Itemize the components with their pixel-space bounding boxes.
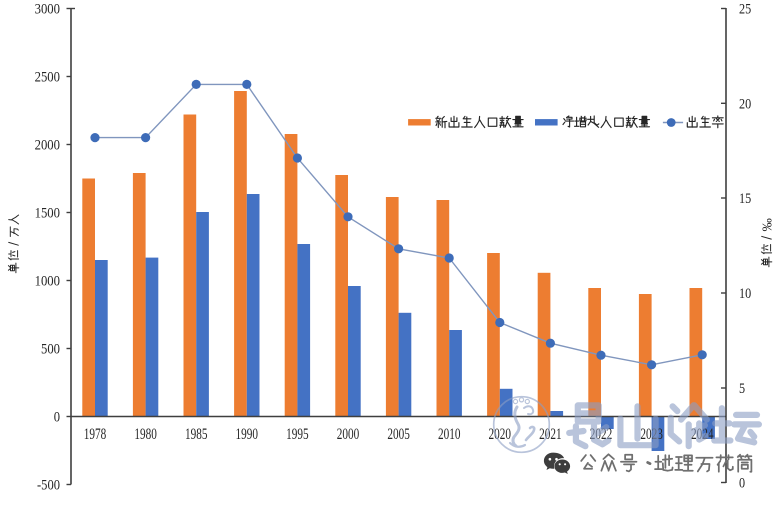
- svg-text:10: 10: [739, 286, 751, 302]
- svg-text:3000: 3000: [35, 2, 60, 18]
- svg-text:1985: 1985: [185, 426, 208, 443]
- svg-text:2010: 2010: [438, 426, 461, 443]
- svg-text:‰: ‰: [759, 218, 774, 231]
- svg-text:2021: 2021: [539, 426, 562, 443]
- svg-text:2000: 2000: [337, 426, 360, 443]
- svg-text:500: 500: [41, 342, 60, 358]
- svg-text:20: 20: [739, 97, 751, 113]
- svg-text:1000: 1000: [35, 274, 60, 290]
- svg-text:1990: 1990: [236, 426, 259, 443]
- svg-text:2005: 2005: [387, 426, 410, 443]
- svg-text:1978: 1978: [84, 426, 107, 443]
- svg-text:1995: 1995: [286, 426, 309, 443]
- svg-text:0: 0: [739, 476, 745, 492]
- svg-text:1500: 1500: [35, 206, 60, 222]
- svg-text:-500: -500: [37, 478, 60, 494]
- svg-text:25: 25: [739, 2, 751, 18]
- svg-text:2023: 2023: [640, 426, 663, 443]
- svg-text:2000: 2000: [35, 138, 60, 154]
- svg-text:2500: 2500: [35, 70, 60, 86]
- svg-text:15: 15: [739, 191, 751, 207]
- svg-text:5: 5: [739, 381, 745, 397]
- svg-text:1980: 1980: [134, 426, 157, 443]
- svg-text:0: 0: [54, 410, 60, 426]
